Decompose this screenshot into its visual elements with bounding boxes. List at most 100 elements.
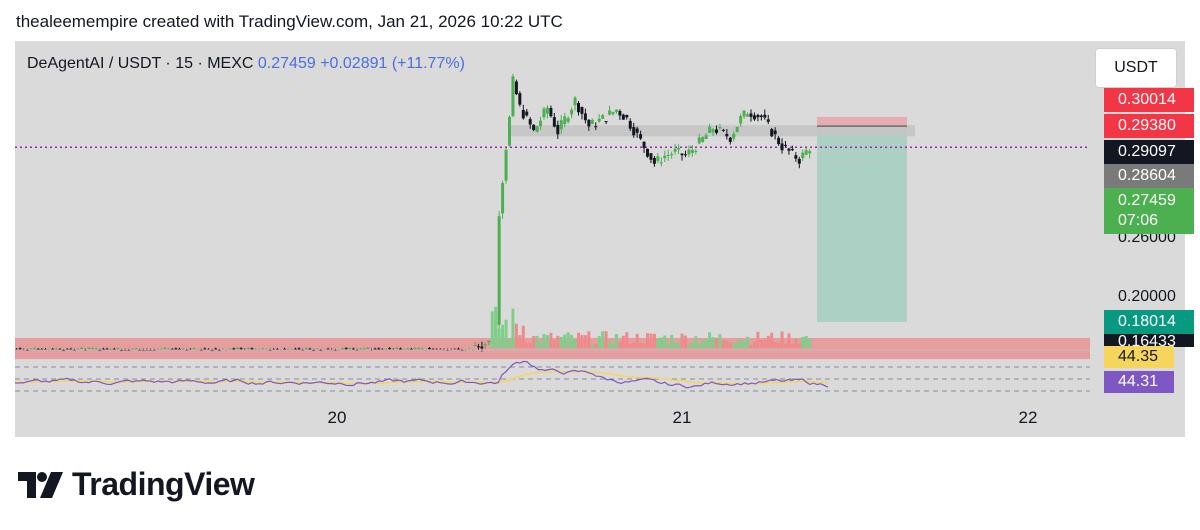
- volume-bar: [539, 342, 543, 348]
- candle-body: [480, 346, 484, 349]
- tradingview-logo[interactable]: TradingView: [18, 466, 255, 503]
- trade-target-zone: [817, 126, 907, 323]
- candle-body: [308, 348, 312, 350]
- volume-bar: [611, 344, 615, 348]
- candle-body: [344, 348, 348, 350]
- candle-body: [777, 137, 781, 145]
- chart-panel[interactable]: DeAgentAI / USDT · 15 · MEXC 0.27459 +0.…: [15, 41, 1194, 437]
- volume-bar: [652, 333, 656, 348]
- currency-button[interactable]: USDT: [1096, 49, 1176, 87]
- candle-body: [181, 348, 185, 350]
- volume-bar: [670, 334, 674, 348]
- volume-bar: [590, 344, 594, 348]
- volume-bar: [566, 332, 570, 348]
- price-label-p3: 0.29097: [1104, 140, 1194, 164]
- candle-body: [618, 111, 622, 116]
- candle-body: [297, 348, 301, 350]
- candle-body: [780, 143, 784, 151]
- candle-body: [427, 348, 431, 350]
- volume-bar: [718, 334, 722, 348]
- volume-bar: [621, 335, 625, 348]
- candle-body: [163, 348, 167, 350]
- candle-body: [715, 129, 718, 133]
- candle-body: [366, 347, 370, 349]
- candle-body: [33, 348, 37, 350]
- candle-body: [80, 347, 84, 349]
- volume-bar: [697, 343, 701, 348]
- candle-body: [566, 118, 570, 122]
- volume-bar: [597, 336, 601, 348]
- volume-bar: [663, 335, 667, 348]
- price-label-p1: 0.30014: [1104, 88, 1194, 112]
- candle-body: [235, 347, 239, 349]
- candle-body: [384, 348, 388, 350]
- volume-bar: [659, 337, 663, 348]
- candle-body: [790, 149, 794, 151]
- volume-bar: [635, 333, 639, 348]
- price-chart-svg[interactable]: [15, 41, 1185, 437]
- volume-bar: [532, 336, 536, 348]
- volume-bar: [784, 343, 787, 348]
- candle-body: [808, 151, 812, 154]
- volume-bar: [542, 333, 546, 348]
- candle-body: [673, 148, 677, 152]
- volume-bar: [759, 340, 763, 348]
- candle-body: [134, 348, 138, 350]
- volume-bar: [556, 335, 560, 348]
- rsi-signal-line: [15, 370, 828, 385]
- volume-bar: [677, 343, 681, 348]
- candle-body: [304, 348, 308, 350]
- rsi-signal-label: 44.35: [1104, 346, 1174, 368]
- candle-body: [577, 102, 580, 113]
- candle-body: [697, 137, 701, 144]
- volume-bar: [497, 328, 501, 348]
- volume-bar: [563, 334, 567, 348]
- caption: thealeemempire created with TradingView.…: [16, 12, 563, 31]
- candle-body: [635, 128, 639, 133]
- candle-body: [501, 183, 505, 214]
- volume-bar: [756, 331, 760, 348]
- volume-bar: [639, 343, 643, 348]
- candle-body: [413, 348, 417, 350]
- candle-body: [739, 116, 743, 124]
- volume-bar: [666, 343, 670, 348]
- candle-body: [511, 76, 515, 117]
- candle-body: [535, 126, 539, 132]
- candle-body: [525, 111, 529, 116]
- candle-body: [784, 144, 787, 146]
- volume-bar: [614, 333, 618, 348]
- volume-bar: [725, 340, 729, 348]
- volume-bar: [687, 344, 691, 348]
- candle-body: [763, 114, 767, 118]
- candle-body: [293, 348, 297, 350]
- candle-body: [203, 348, 207, 350]
- volume-bar: [521, 325, 525, 348]
- candle-body: [701, 137, 705, 142]
- x-tick-label: 22: [1018, 408, 1038, 427]
- bar-countdown: 07:06: [1118, 212, 1159, 229]
- candle-body: [649, 153, 653, 160]
- candle-body: [652, 157, 656, 164]
- candle-body: [406, 348, 410, 350]
- candle-body: [497, 216, 501, 325]
- candle-body: [250, 348, 254, 350]
- volume-bar: [728, 343, 732, 348]
- volume-bar: [701, 340, 705, 348]
- volume-bar: [704, 338, 708, 348]
- candle-body: [109, 348, 113, 350]
- candle-body: [666, 154, 670, 156]
- candle-body: [663, 155, 667, 159]
- volume-bar: [804, 336, 808, 348]
- volume-bar: [656, 338, 660, 348]
- candle-body: [87, 347, 91, 349]
- candle-body: [388, 348, 392, 350]
- symbol-legend[interactable]: DeAgentAI / USDT · 15 · MEXC 0.27459 +0.…: [27, 55, 465, 73]
- candle-body: [621, 114, 625, 120]
- volume-bar: [618, 341, 622, 348]
- candle-body: [504, 149, 508, 181]
- volume-bar: [649, 333, 653, 348]
- volume-bar: [642, 343, 646, 348]
- volume-bar: [549, 332, 553, 348]
- volume-bar: [770, 332, 774, 348]
- candle-body: [359, 348, 363, 350]
